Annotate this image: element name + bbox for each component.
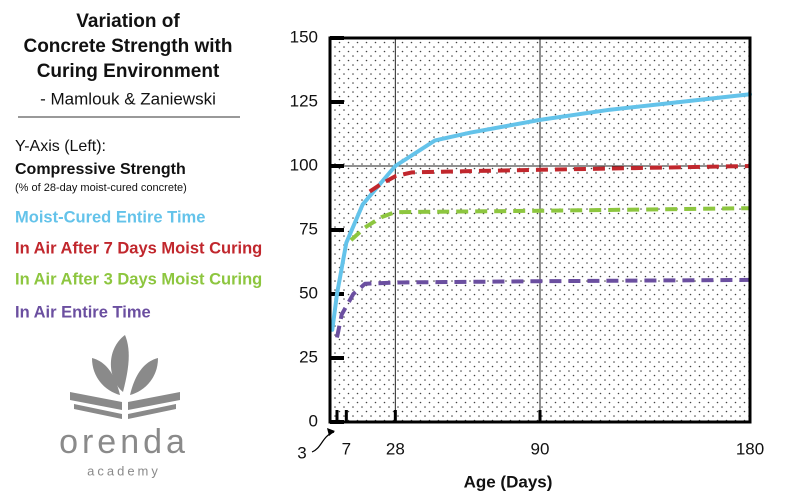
plot-frame [328, 36, 752, 424]
x-tick-arrowhead [327, 428, 335, 436]
series-line [349, 206, 751, 242]
series-line [335, 277, 751, 338]
y-tick-label: 75 [299, 219, 318, 238]
legend-entry: Moist-Cured Entire Time [15, 208, 205, 226]
logo: orenda academy [59, 335, 189, 478]
legend-entry: In Air Entire Time [15, 303, 151, 321]
x-tick-label: 28 [386, 439, 405, 458]
chart-title: Curing Environment [37, 61, 220, 82]
chart-title: Variation of [76, 11, 180, 32]
y-tick-label: 125 [290, 91, 318, 110]
y-tick-label: 0 [309, 411, 318, 430]
x-tick-label: 3 [297, 443, 306, 462]
x-tick-label: 180 [736, 439, 764, 458]
chart-subtitle: - Mamlouk & Zaniewski [40, 89, 216, 108]
x-tick-label: 90 [531, 439, 550, 458]
series-line [330, 92, 752, 332]
y-axis-label: Y-Axis (Left): [15, 138, 106, 155]
logo-tagline: academy [87, 463, 161, 478]
y-tick-label: 50 [299, 283, 318, 302]
x-tick-label: 7 [342, 439, 351, 458]
x-axis-label: Age (Days) [464, 472, 553, 491]
x-tick-arrow [311, 431, 335, 453]
chart-title: Concrete Strength with [23, 36, 232, 57]
y-tick-label: 150 [290, 27, 318, 46]
logo-name: orenda [59, 423, 189, 461]
series-line [368, 164, 751, 194]
legend-entry: In Air After 7 Days Moist Curing [15, 239, 262, 257]
y-axis-label: (% of 28-day moist-cured concrete) [15, 182, 187, 194]
y-tick-label: 100 [290, 155, 318, 174]
y-tick-label: 25 [299, 347, 318, 366]
legend-entry: In Air After 3 Days Moist Curing [15, 270, 262, 288]
y-axis-label: Compressive Strength [15, 161, 186, 178]
